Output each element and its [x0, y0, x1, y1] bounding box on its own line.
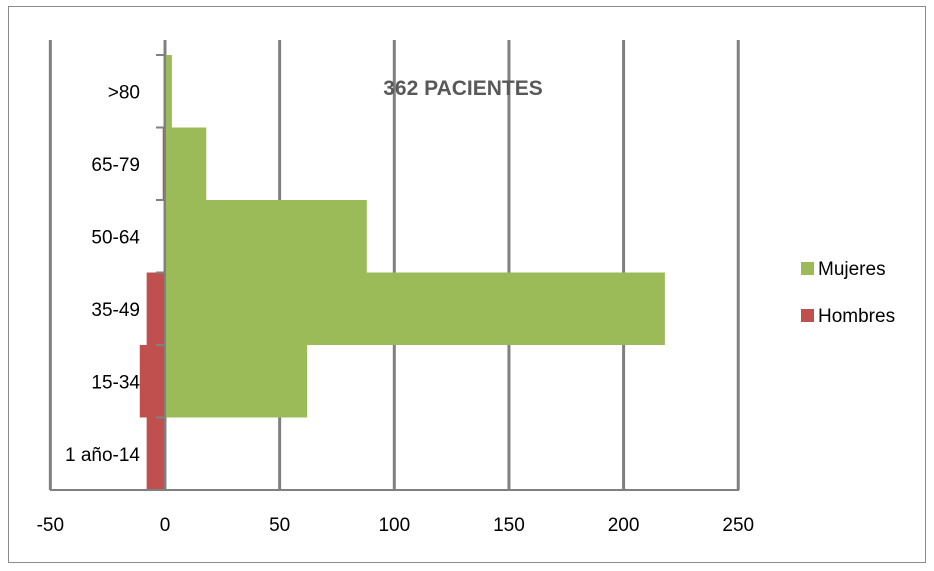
bar-mujeres — [165, 272, 665, 345]
bars — [139, 55, 665, 490]
legend-swatch-hombres — [801, 309, 814, 322]
legend-label: Mujeres — [818, 259, 886, 280]
bar-hombres — [146, 272, 165, 345]
bar-hombres — [139, 345, 165, 418]
x-tick-label: 150 — [493, 515, 525, 536]
bar-mujeres — [165, 127, 207, 200]
bar-mujeres — [165, 345, 308, 418]
legend-label: Hombres — [818, 306, 895, 327]
legend: Mujeres Hombres — [801, 259, 895, 327]
bar-hombres — [162, 127, 165, 200]
axes: -50 0 50 100 150 200 250 1 año-14 15-34 35-49 50-6… — [37, 40, 754, 536]
category-label: 35-49 — [91, 300, 140, 321]
x-tick-label: 100 — [378, 515, 410, 536]
category-label: 15-34 — [91, 372, 140, 393]
category-label: 50-64 — [91, 227, 140, 248]
x-tick-label: 250 — [722, 515, 754, 536]
legend-swatch-mujeres — [801, 262, 814, 275]
category-label: 1 año-14 — [65, 445, 140, 466]
x-tick-label: -50 — [37, 515, 64, 536]
chart-title: 362 PACIENTES — [383, 77, 543, 100]
x-tick-label: 50 — [269, 515, 290, 536]
bar-hombres — [146, 417, 165, 490]
bar-mujeres — [165, 55, 172, 128]
category-label: >80 — [108, 82, 140, 103]
x-tick-label: 200 — [608, 515, 640, 536]
x-tick-label: 0 — [160, 515, 171, 536]
category-label: 65-79 — [91, 155, 140, 176]
bar-mujeres — [165, 200, 367, 273]
